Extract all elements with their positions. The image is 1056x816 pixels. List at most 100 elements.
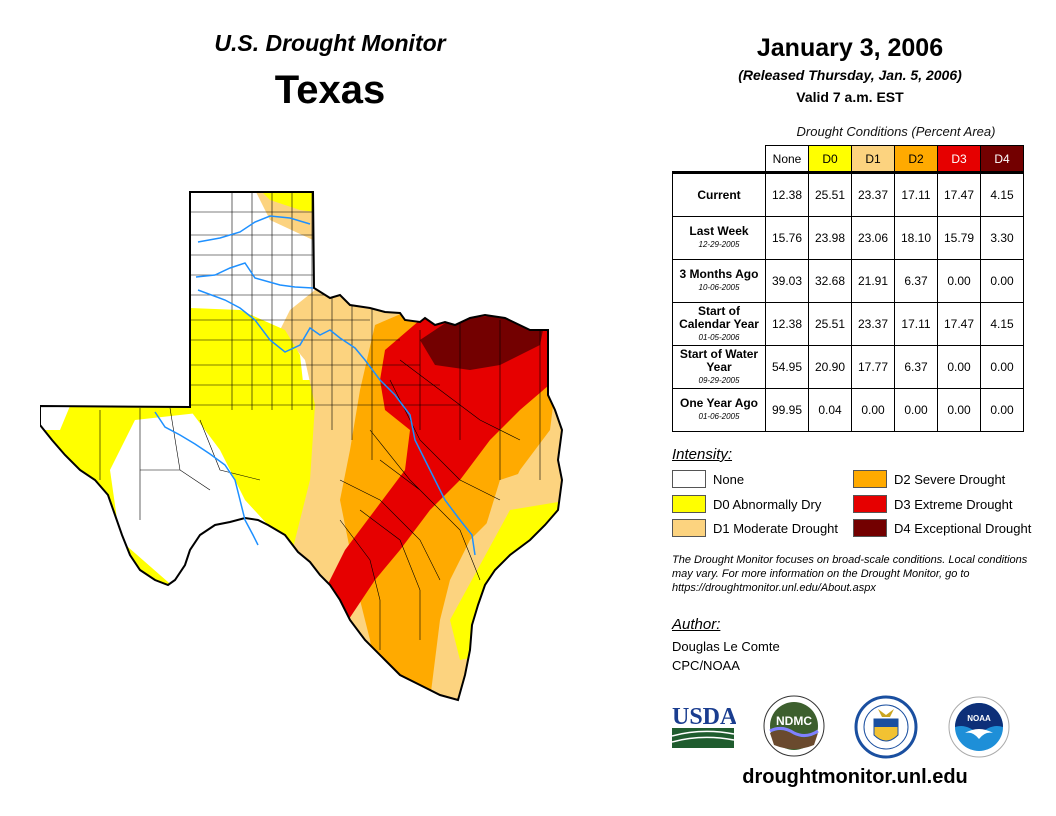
- legend-swatch: [853, 470, 887, 488]
- ndmc-logo: NDMC: [763, 695, 825, 757]
- cell-d0: 25.51: [808, 302, 852, 346]
- legend-title: Intensity:: [672, 446, 733, 463]
- cell-d2: 0.00: [894, 388, 938, 432]
- col-header-d2: D2: [894, 145, 938, 173]
- table-corner: [673, 146, 766, 173]
- legend-swatch: [853, 495, 887, 513]
- cell-d4: 0.00: [980, 345, 1024, 389]
- map-d4-area: [420, 315, 545, 370]
- svg-text:USDA: USDA: [672, 704, 736, 730]
- state-title: Texas: [274, 68, 386, 112]
- row-date: 12-29-2005: [698, 240, 740, 249]
- row-date: 09-29-2005: [698, 375, 740, 385]
- legend-swatch: [672, 470, 706, 488]
- cell-d4: 0.00: [980, 388, 1024, 432]
- cell-d1: 21.91: [851, 259, 895, 303]
- cell-d4: 4.15: [980, 171, 1024, 217]
- row-date: 01-05-2006: [698, 332, 740, 342]
- cell-d1: 17.77: [851, 345, 895, 389]
- table-row: Start of Calendar Year 01-05-2006 12.38 25.…: [672, 302, 1024, 346]
- cell-none: 39.03: [765, 259, 809, 303]
- table-caption: Drought Conditions (Percent Area): [796, 124, 996, 139]
- drought-conditions-table: None D0 D1 D2 D3 D4 Current 12.38 25.51 23.…: [672, 145, 1024, 432]
- map-date: January 3, 2006: [756, 34, 944, 62]
- cell-d0: 23.98: [808, 216, 852, 260]
- cell-d4: 4.15: [980, 302, 1024, 346]
- row-label-text: Start of Calendar Year: [679, 303, 759, 331]
- col-header-d3: D3: [937, 145, 981, 173]
- table-header-row: None D0 D1 D2 D3 D4: [673, 145, 1024, 173]
- row-label-text: 3 Months Ago: [679, 267, 759, 281]
- cell-d3: 15.79: [937, 216, 981, 260]
- cell-d2: 17.11: [894, 171, 938, 217]
- cell-none: 15.76: [765, 216, 809, 260]
- website-url[interactable]: droughtmonitor.unl.edu: [742, 766, 968, 788]
- author-name: Douglas Le Comte: [672, 639, 780, 654]
- row-label-text: Last Week: [689, 224, 749, 238]
- author-org: CPC/NOAA: [672, 658, 740, 673]
- cell-d1: 23.37: [851, 302, 895, 346]
- cell-d0: 25.51: [808, 171, 852, 217]
- county-lines: [99, 192, 541, 650]
- row-label: Last Week 12-29-2005: [672, 216, 766, 260]
- river-brazos: [197, 289, 476, 556]
- row-date: 10-06-2005: [698, 283, 740, 292]
- legend-label: D1 Moderate Drought: [713, 520, 839, 536]
- monitor-title: U.S. Drought Monitor: [214, 30, 446, 56]
- legend-item: D3 Extreme Drought: [853, 495, 1013, 513]
- cell-d0: 20.90: [808, 345, 852, 389]
- row-label-text: Start of Water Year: [679, 346, 759, 374]
- legend-swatch: [672, 495, 706, 513]
- cell-d0: 32.68: [808, 259, 852, 303]
- cell-d1: 23.06: [851, 216, 895, 260]
- rivers: [154, 215, 476, 556]
- texas-drought-map: [40, 191, 563, 701]
- row-label-text: One Year Ago: [679, 396, 759, 410]
- cell-d2: 17.11: [894, 302, 938, 346]
- col-header-none: None: [765, 145, 809, 173]
- map-d3-area: [325, 310, 555, 625]
- release-date: (Released Thursday, Jan. 5, 2006): [738, 67, 962, 83]
- legend-swatch: [853, 519, 887, 537]
- legend-item: D2 Severe Drought: [853, 470, 1005, 488]
- cell-d1: 23.37: [851, 171, 895, 217]
- legend-item: None: [672, 470, 744, 488]
- table-row: Last Week 12-29-2005 15.76 23.98 23.06 18.10 1…: [672, 216, 1024, 260]
- row-label: Start of Calendar Year 01-05-2006: [672, 302, 766, 346]
- row-label: Start of Water Year 09-29-2005: [672, 345, 766, 389]
- legend-label: D2 Severe Drought: [894, 471, 1006, 487]
- row-label: One Year Ago 01-06-2005: [672, 388, 766, 432]
- row-date: 01-06-2005: [698, 412, 740, 421]
- legend-label: D0 Abnormally Dry: [713, 496, 822, 512]
- table-body: Current 12.38 25.51 23.37 17.11 17.47 4.15 Last…: [672, 171, 1024, 432]
- map-d0-west-central: [190, 308, 305, 550]
- legend-swatch: [672, 519, 706, 537]
- cell-none: 54.95: [765, 345, 809, 389]
- noaa-logo: NOAA: [948, 696, 1010, 758]
- author-block: Douglas Le Comte CPC/NOAA: [672, 637, 780, 675]
- cell-d4: 0.00: [980, 259, 1024, 303]
- svg-text:NOAA: NOAA: [967, 714, 991, 723]
- cell-d3: 17.47: [937, 302, 981, 346]
- cell-d2: 6.37: [894, 345, 938, 389]
- table-row: Current 12.38 25.51 23.37 17.11 17.47 4.15: [672, 171, 1024, 217]
- legend-label: None: [713, 471, 745, 487]
- river-canadian: [197, 215, 311, 243]
- col-header-d0: D0: [808, 145, 852, 173]
- col-header-d4: D4: [980, 145, 1024, 173]
- cell-d3: 0.00: [937, 259, 981, 303]
- table-row: Start of Water Year 09-29-2005 54.95 20.90 1…: [672, 345, 1024, 389]
- cell-none: 12.38: [765, 171, 809, 217]
- cell-d3: 0.00: [937, 345, 981, 389]
- legend-label: D3 Extreme Drought: [894, 496, 1013, 512]
- cell-d0: 0.04: [808, 388, 852, 432]
- legend-item: D4 Exceptional Drought: [853, 519, 1031, 537]
- col-header-d1: D1: [851, 145, 895, 173]
- cell-d3: 0.00: [937, 388, 981, 432]
- commerce-logo: [854, 695, 918, 759]
- table-row: One Year Ago 01-06-2005 99.95 0.04 0.00 0.00 0…: [672, 388, 1024, 432]
- row-label: Current: [672, 171, 766, 217]
- row-label: 3 Months Ago 10-06-2005: [672, 259, 766, 303]
- river-rio-grande-pecos: [154, 411, 259, 546]
- cell-d2: 18.10: [894, 216, 938, 260]
